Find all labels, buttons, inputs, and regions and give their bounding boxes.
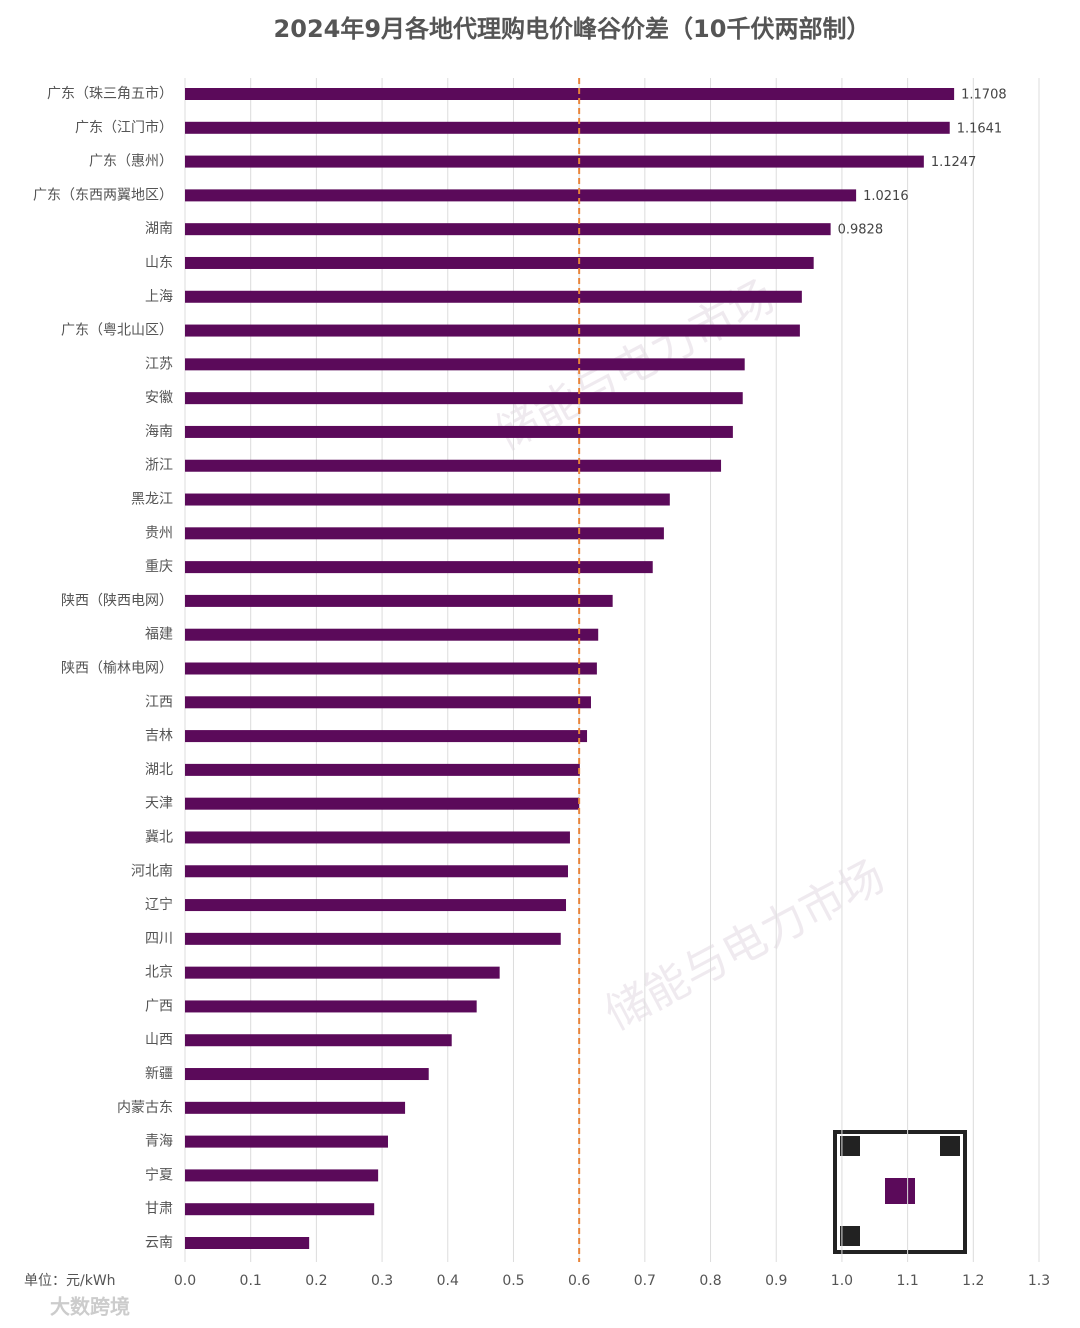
bar — [185, 628, 599, 641]
y-tick-label: 冀北 — [145, 829, 173, 845]
y-tick-label: 上海 — [145, 289, 173, 305]
bar — [185, 1101, 406, 1114]
unit-label: 单位：元/kWh — [24, 1273, 116, 1289]
y-tick-label: 天津 — [145, 796, 173, 812]
x-tick-label: 0.5 — [502, 1273, 524, 1289]
bar — [185, 899, 567, 912]
y-tick-label: 广东（江门市） — [75, 119, 173, 136]
bar — [185, 425, 733, 438]
y-tick-label: 山西 — [145, 1032, 173, 1048]
bar — [185, 290, 802, 303]
bar — [185, 88, 955, 100]
y-tick-label: 海南 — [145, 424, 173, 440]
x-tick-label: 1.3 — [1028, 1273, 1050, 1289]
bar — [185, 831, 570, 844]
y-tick-label: 重庆 — [145, 559, 173, 575]
y-tick-label: 浙江 — [145, 458, 173, 474]
x-tick-label: 1.0 — [831, 1273, 853, 1289]
bar — [185, 1034, 452, 1047]
bar — [185, 358, 745, 371]
bar — [185, 493, 670, 506]
bar — [185, 865, 568, 878]
y-tick-label: 吉林 — [145, 728, 173, 744]
bar — [185, 561, 653, 574]
bar — [185, 662, 597, 675]
x-tick-label: 0.0 — [174, 1273, 196, 1289]
y-tick-label: 广东（粤北山区） — [61, 323, 173, 339]
y-tick-label: 青海 — [145, 1134, 173, 1150]
x-tick-label: 0.3 — [371, 1273, 393, 1289]
bar — [185, 1135, 388, 1148]
y-tick-label: 内蒙古东 — [117, 1100, 173, 1116]
bar — [185, 189, 857, 202]
bar — [185, 1068, 429, 1081]
qr-code — [833, 1130, 967, 1254]
y-tick-label: 四川 — [145, 931, 173, 947]
x-tick-label: 0.6 — [568, 1273, 590, 1289]
bar — [185, 1203, 375, 1216]
bar — [185, 594, 613, 607]
y-tick-label: 山东 — [145, 255, 173, 271]
bar — [185, 324, 800, 337]
footer: 大数跨境 — [50, 1295, 130, 1319]
y-tick-label: 陕西（陕西电网） — [61, 593, 173, 609]
y-tick-label: 湖北 — [145, 762, 173, 778]
bar — [185, 797, 580, 810]
x-tick-label: 0.8 — [699, 1273, 721, 1289]
x-tick-label: 0.2 — [305, 1273, 327, 1289]
bar — [185, 966, 500, 979]
bar — [185, 527, 664, 540]
bar — [185, 1000, 477, 1013]
chart-title: 2024年9月各地代理购电价峰谷价差（10千伏两部制） — [274, 15, 871, 43]
x-tick-label: 1.2 — [962, 1273, 984, 1289]
x-tick-label: 0.4 — [437, 1273, 459, 1289]
y-tick-label: 安徽 — [145, 390, 173, 406]
bar — [185, 932, 561, 945]
y-tick-label: 广西 — [145, 998, 173, 1014]
y-tick-label: 黑龙江 — [131, 492, 173, 508]
y-tick-label: 河北南 — [131, 863, 173, 879]
bar — [185, 155, 924, 168]
x-tick-label: 1.1 — [896, 1273, 918, 1289]
y-tick-label: 宁夏 — [145, 1166, 173, 1183]
value-label: 0.9828 — [838, 223, 884, 238]
bar — [185, 1169, 379, 1182]
value-label: 1.0216 — [863, 189, 909, 204]
x-tick-label: 0.9 — [765, 1273, 787, 1289]
bar — [185, 730, 588, 743]
y-tick-label: 陕西（榆林电网） — [61, 661, 173, 677]
bar — [185, 696, 591, 709]
value-label: 1.1247 — [931, 155, 977, 170]
value-label: 1.1641 — [957, 121, 1003, 136]
y-tick-label: 北京 — [145, 965, 173, 981]
x-tick-label: 0.7 — [634, 1273, 656, 1289]
bar — [185, 763, 580, 776]
x-tick-label: 0.1 — [240, 1273, 262, 1289]
bar — [185, 459, 722, 472]
y-tick-label: 江西 — [145, 694, 173, 710]
bar — [185, 223, 831, 236]
y-tick-label: 新疆 — [145, 1066, 173, 1082]
y-tick-label: 贵州 — [145, 525, 173, 541]
bar — [185, 256, 814, 269]
y-tick-label: 广东（珠三角五市） — [47, 85, 173, 102]
bar — [185, 1237, 310, 1249]
y-tick-label: 福建 — [145, 627, 173, 643]
y-tick-label: 广东（惠州） — [89, 154, 173, 170]
value-label: 1.1708 — [961, 88, 1007, 103]
y-tick-label: 湖南 — [145, 221, 173, 237]
y-tick-label: 甘肃 — [145, 1201, 173, 1217]
y-tick-label: 云南 — [145, 1235, 173, 1251]
y-tick-label: 江苏 — [145, 356, 173, 372]
bar — [185, 121, 950, 134]
y-tick-label: 辽宁 — [145, 896, 173, 913]
y-tick-label: 广东（东西两翼地区） — [33, 187, 173, 203]
bar — [185, 392, 743, 405]
